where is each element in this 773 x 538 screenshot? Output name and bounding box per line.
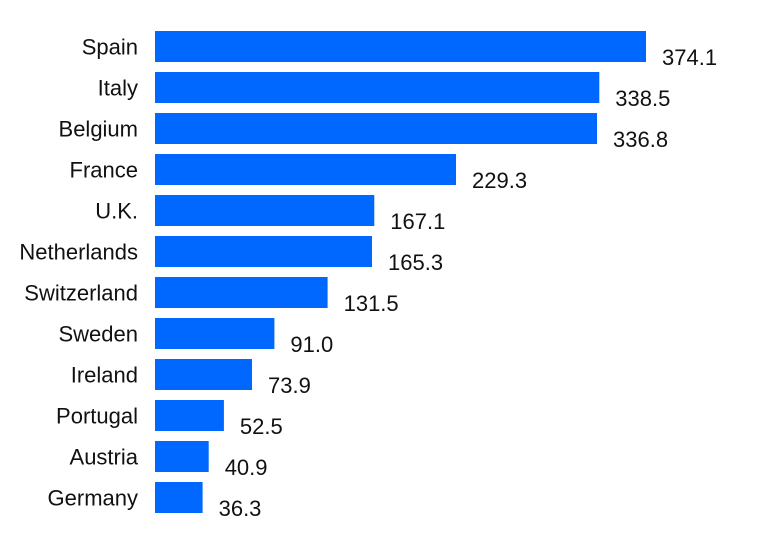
bar-sweden bbox=[155, 318, 275, 349]
category-label-ireland: Ireland bbox=[71, 363, 138, 388]
value-label-italy: 338.5 bbox=[615, 86, 670, 111]
value-label-spain: 374.1 bbox=[662, 45, 717, 70]
category-label-austria: Austria bbox=[70, 445, 139, 470]
category-labels-layer: Spain Italy Belgium France U.K. Netherlands Sw… bbox=[19, 35, 138, 511]
value-labels-layer: 374.1 338.5 336.8 229.3 167.1 165.3 131.5 91.0 7… bbox=[219, 45, 717, 521]
bar-austria bbox=[155, 441, 209, 472]
category-label-italy: Italy bbox=[98, 76, 138, 101]
value-label-germany: 36.3 bbox=[219, 496, 262, 521]
category-label-switzerland: Switzerland bbox=[24, 281, 138, 306]
category-label-sweden: Sweden bbox=[58, 322, 138, 347]
category-label-belgium: Belgium bbox=[59, 117, 138, 142]
bar-netherlands bbox=[155, 236, 372, 267]
category-label-netherlands: Netherlands bbox=[19, 240, 138, 265]
bar-ireland bbox=[155, 359, 252, 390]
bar-italy bbox=[155, 72, 600, 103]
category-label-germany: Germany bbox=[48, 486, 138, 511]
value-label-switzerland: 131.5 bbox=[344, 291, 399, 316]
value-label-u-k: 167.1 bbox=[390, 209, 445, 234]
category-label-france: France bbox=[70, 158, 138, 183]
bar-france bbox=[155, 154, 456, 185]
value-label-belgium: 336.8 bbox=[613, 127, 668, 152]
value-label-netherlands: 165.3 bbox=[388, 250, 443, 275]
bar-switzerland bbox=[155, 277, 328, 308]
category-label-u-k: U.K. bbox=[95, 199, 138, 224]
category-label-portugal: Portugal bbox=[56, 404, 138, 429]
category-label-spain: Spain bbox=[82, 35, 138, 60]
bar-u-k bbox=[155, 195, 375, 226]
value-label-austria: 40.9 bbox=[225, 455, 268, 480]
value-label-sweden: 91.0 bbox=[290, 332, 333, 357]
bar-germany bbox=[155, 482, 203, 513]
bar-spain bbox=[155, 31, 646, 62]
bar-belgium bbox=[155, 113, 597, 144]
bar-portugal bbox=[155, 400, 224, 431]
bars-layer bbox=[155, 31, 646, 513]
value-label-france: 229.3 bbox=[472, 168, 527, 193]
value-label-portugal: 52.5 bbox=[240, 414, 283, 439]
value-label-ireland: 73.9 bbox=[268, 373, 311, 398]
